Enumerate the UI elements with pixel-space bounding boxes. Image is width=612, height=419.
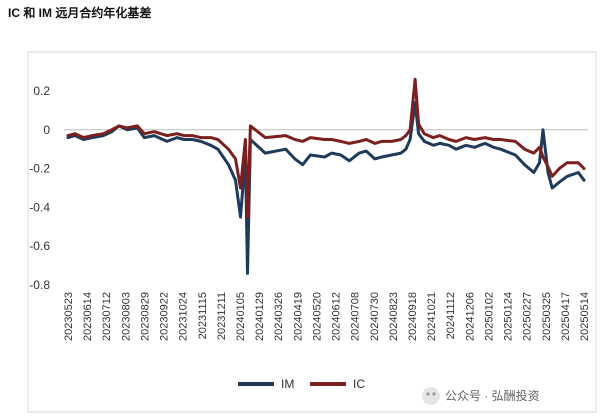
x-tick-label: 20250124	[503, 292, 515, 341]
y-tick-label: -0.6	[29, 239, 50, 253]
x-tick-label: 20250417	[560, 292, 572, 341]
series-line-ic	[66, 77, 586, 219]
y-tick-label: -0.4	[29, 200, 50, 214]
x-tick-label: 20231211	[216, 292, 228, 340]
x-tick-label: 20250102	[483, 292, 495, 341]
x-tick-label: 20240612	[331, 292, 343, 341]
y-tick-label: -0.2	[29, 162, 50, 176]
x-tick-label: 20240129	[254, 292, 266, 341]
x-tick-label: 20241206	[464, 292, 476, 341]
x-tick-label: 20250227	[522, 292, 534, 341]
x-tick-label: 20240419	[292, 292, 304, 341]
chart-title: IC 和 IM 远月合约年化基差	[8, 5, 151, 20]
x-tick-label: 20241021	[426, 292, 438, 341]
wechat-icon	[422, 387, 440, 405]
wechat-icon-eye-left	[426, 392, 430, 396]
x-tick-label: 20240326	[273, 292, 285, 341]
y-tick-label: 0.2	[33, 84, 50, 98]
x-tick-label: 20240918	[407, 292, 419, 341]
watermark-text: 公众号 · 弘酬投资	[445, 388, 540, 403]
x-tick-label: 20250325	[541, 292, 553, 341]
legend-label-ic: IC	[353, 377, 365, 391]
x-tick-label: 20240520	[311, 292, 323, 341]
wechat-icon-eye-right	[432, 392, 436, 396]
x-tick-label: 20230523	[63, 292, 75, 341]
y-axis-tick-labels: 0.2 0 -0.2 -0.4 -0.6 -0.8	[29, 84, 50, 292]
x-tick-label: 20230614	[82, 292, 94, 341]
x-tick-label: 20231024	[178, 292, 190, 341]
series-line-im	[66, 101, 586, 275]
x-tick-label: 20250514	[579, 292, 591, 341]
x-tick-label: 20240823	[388, 292, 400, 341]
x-tick-label: 20230803	[120, 292, 132, 341]
x-tick-label: 20240105	[235, 292, 247, 341]
y-tick-label: 0	[43, 123, 50, 137]
x-tick-label: 20240708	[350, 292, 362, 341]
x-axis-tick-labels: 20230523 20230614 20230712 20230803 20230829…	[63, 292, 591, 341]
legend: IM IC	[238, 377, 365, 391]
x-tick-label: 20240730	[369, 292, 381, 341]
y-tick-label: -0.8	[29, 278, 50, 292]
x-tick-label: 20230829	[139, 292, 151, 341]
x-tick-label: 20241112	[445, 292, 457, 339]
x-tick-label: 20230922	[159, 292, 171, 341]
legend-label-im: IM	[281, 377, 294, 391]
x-tick-label: 20231115	[197, 292, 209, 339]
series-lines	[66, 77, 586, 275]
plot-area-border	[27, 51, 597, 413]
x-tick-label: 20230712	[101, 292, 113, 341]
watermark: 公众号 · 弘酬投资	[422, 387, 540, 405]
